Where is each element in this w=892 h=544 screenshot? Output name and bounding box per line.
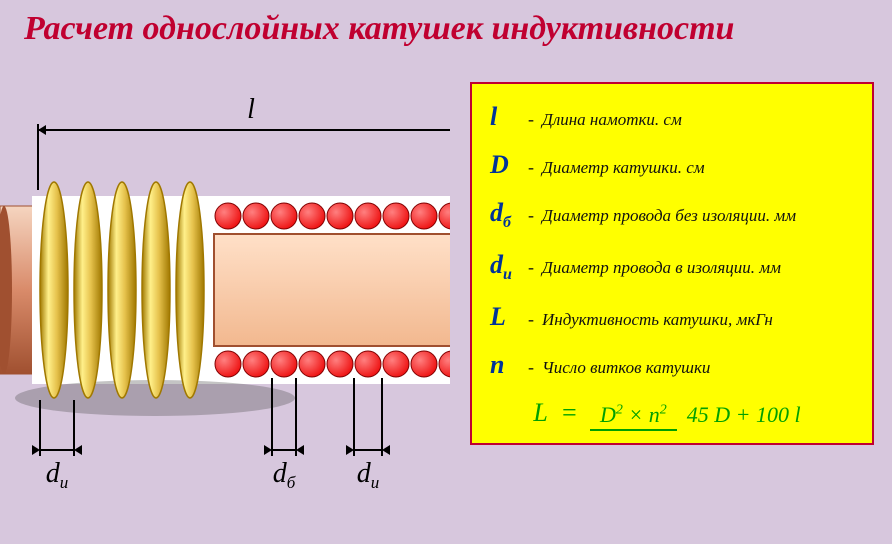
legend-row: L-Индуктивность катушки, мкГн: [490, 302, 854, 332]
legend-row: dб-Диаметр провода без изоляции. мм: [490, 198, 854, 232]
legend-symbol: L: [490, 302, 528, 332]
svg-text:dб: dб: [273, 458, 296, 492]
svg-text:dи: dи: [357, 458, 380, 492]
legend-text: Диаметр катушки. см: [542, 158, 705, 178]
legend-symbol: n: [490, 350, 528, 380]
legend-dash: -: [528, 357, 542, 378]
page-root: Расчет однослойных катушек индуктивности…: [0, 0, 892, 544]
formula: L = D2 × n245 D + 100 l: [490, 398, 854, 429]
svg-text:dи: dи: [46, 458, 69, 492]
legend-text: Диаметр провода в изоляции. мм: [542, 258, 781, 278]
legend-dash: -: [528, 309, 542, 330]
legend-row: l-Длина намотки. см: [490, 102, 854, 132]
svg-text:l: l: [247, 94, 255, 125]
legend-text: Диаметр провода без изоляции. мм: [542, 206, 796, 226]
legend-box: l-Длина намотки. смD-Диаметр катушки. см…: [470, 82, 874, 445]
legend-symbol: dб: [490, 198, 528, 232]
legend-items: l-Длина намотки. смD-Диаметр катушки. см…: [490, 102, 854, 380]
legend-dash: -: [528, 157, 542, 178]
legend-symbol: D: [490, 150, 528, 180]
legend-dash: -: [528, 257, 542, 278]
legend-symbol: l: [490, 102, 528, 132]
legend-dash: -: [528, 205, 542, 226]
legend-row: dи-Диаметр провода в изоляции. мм: [490, 250, 854, 284]
page-title: Расчет однослойных катушек индуктивности: [24, 10, 734, 48]
legend-dash: -: [528, 109, 542, 130]
legend-symbol: dи: [490, 250, 528, 284]
legend-row: n-Число витков катушки: [490, 350, 854, 380]
legend-text: Индуктивность катушки, мкГн: [542, 310, 773, 330]
legend-text: Число витков катушки: [542, 358, 710, 378]
legend-row: D-Диаметр катушки. см: [490, 150, 854, 180]
legend-text: Длина намотки. см: [542, 110, 682, 130]
coil-diagram: lDdиdбdи: [0, 70, 450, 510]
